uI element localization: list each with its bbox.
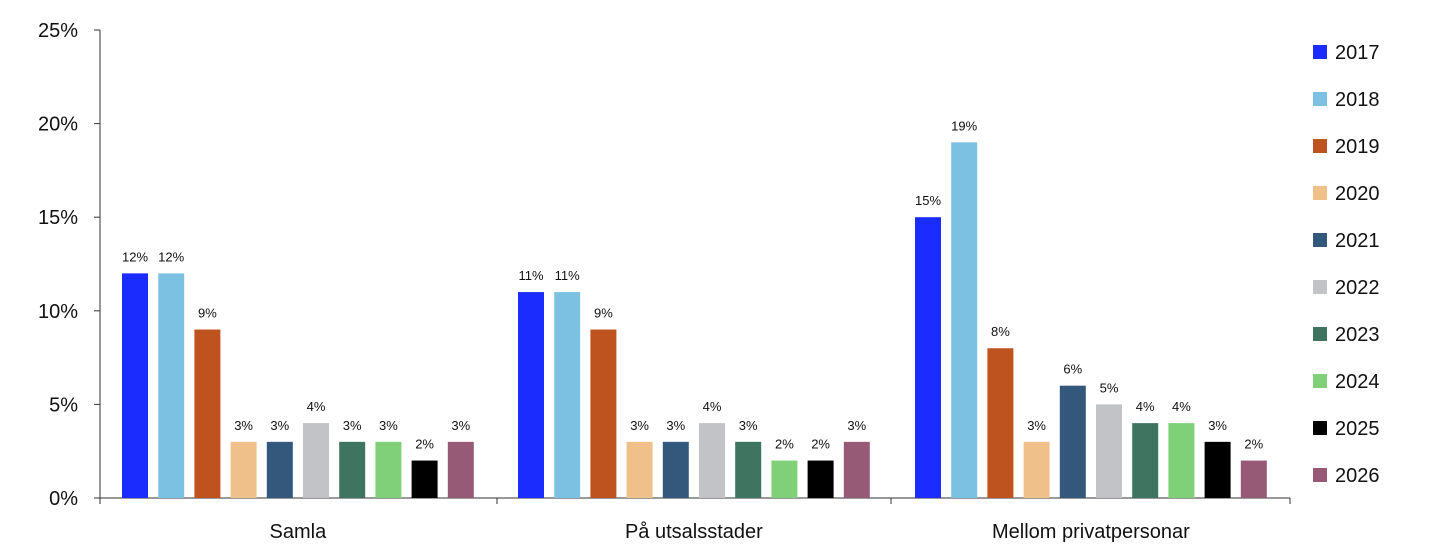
data-label: 3%: [451, 418, 470, 433]
data-label: 6%: [1063, 362, 1082, 377]
legend-swatch: [1313, 280, 1327, 294]
legend-label: 2018: [1335, 89, 1380, 111]
bar-2020-1: [626, 441, 653, 498]
y-tick-label: 20%: [38, 114, 78, 136]
legend-label: 2023: [1335, 324, 1380, 346]
legend-label: 2022: [1335, 277, 1380, 299]
bar-2022-1: [699, 423, 725, 498]
bar-2026-1: [843, 441, 870, 498]
y-tick-label: 15%: [38, 207, 78, 229]
data-label: 3%: [1208, 418, 1227, 433]
bar-2024-2: [1168, 423, 1195, 498]
bar-2020-0: [230, 441, 257, 498]
data-label: 4%: [1136, 399, 1155, 414]
data-label: 4%: [307, 399, 326, 414]
data-label: 2%: [415, 437, 434, 452]
legend-swatch: [1313, 45, 1327, 59]
bar-2024-0: [375, 441, 402, 498]
legend-swatch: [1313, 233, 1327, 247]
bar-2026-2: [1240, 460, 1267, 498]
bar-2021-2: [1059, 385, 1086, 498]
y-axis: 0% 5% 10% 15% 20% 25%: [38, 20, 101, 510]
data-label: 3%: [270, 418, 289, 433]
legend-swatch: [1313, 374, 1327, 388]
bar-2025-1: [807, 460, 834, 498]
bar-2018-2: [951, 142, 978, 498]
bar-2023-0: [339, 441, 366, 498]
data-label: 3%: [739, 418, 758, 433]
legend-label: 2025: [1335, 418, 1380, 440]
y-tick-label: 0%: [49, 488, 78, 510]
category-label: Samla: [270, 521, 328, 543]
legend-swatch: [1313, 421, 1327, 435]
y-tick-label: 25%: [38, 20, 78, 42]
bar-2018-0: [158, 273, 185, 498]
bar-2023-1: [735, 441, 762, 498]
data-label: 15%: [915, 193, 941, 208]
bar-2017-0: [122, 273, 148, 498]
legend-swatch: [1313, 327, 1327, 341]
x-axis: [99, 497, 1291, 504]
category-label: Mellom privatpersonar: [992, 521, 1190, 543]
data-label: 3%: [630, 418, 649, 433]
data-label: 3%: [1027, 418, 1046, 433]
bar-2023-2: [1132, 423, 1159, 498]
legend-swatch: [1313, 139, 1327, 153]
bar-2017-1: [518, 292, 544, 498]
data-label: 8%: [991, 324, 1010, 339]
legend-label: 2020: [1335, 183, 1380, 205]
data-label: 2%: [775, 437, 794, 452]
data-label: 3%: [666, 418, 685, 433]
bar-2020-2: [1023, 441, 1050, 498]
data-label: 19%: [951, 118, 977, 133]
legend-label: 2026: [1335, 465, 1380, 487]
bar-2025-2: [1204, 441, 1231, 498]
legend: 2017 2018 2019 2020 2021 2022 2023 2024 2025 2026: [1313, 42, 1380, 487]
legend-label: 2024: [1335, 371, 1380, 393]
bar-2018-1: [554, 292, 581, 498]
bar-2017-2: [915, 217, 941, 498]
bar-2022-2: [1096, 404, 1122, 498]
data-label: 12%: [122, 249, 148, 264]
legend-swatch: [1313, 92, 1327, 106]
data-label: 2%: [1244, 437, 1263, 452]
data-label: 11%: [518, 268, 543, 283]
data-label: 9%: [198, 306, 217, 321]
data-label: 12%: [158, 249, 184, 264]
data-label: 3%: [234, 418, 253, 433]
data-label: 3%: [847, 418, 866, 433]
bar-2019-2: [987, 348, 1014, 498]
bar-2024-1: [771, 460, 798, 498]
bar-2022-0: [303, 423, 329, 498]
data-label: 2%: [811, 437, 830, 452]
y-tick-label: 10%: [38, 301, 78, 323]
data-label: 4%: [703, 399, 722, 414]
data-label: 9%: [594, 306, 613, 321]
y-tick-label: 5%: [49, 394, 78, 416]
legend-label: 2021: [1335, 230, 1380, 252]
bars: 12% 12% 9% 3% 3% 4% 3% 3% 2% 3% Samla 11% 11% 9% 3% 3% 4…: [122, 118, 1267, 543]
bar-2019-0: [194, 329, 221, 498]
bar-2021-0: [266, 441, 293, 498]
data-label: 3%: [343, 418, 362, 433]
data-label: 3%: [379, 418, 398, 433]
bar-2021-1: [662, 441, 689, 498]
data-label: 5%: [1100, 380, 1119, 395]
bar-2019-1: [590, 329, 617, 498]
legend-swatch: [1313, 186, 1327, 200]
legend-label: 2019: [1335, 136, 1380, 158]
bar-2025-0: [411, 460, 438, 498]
data-label: 11%: [555, 268, 580, 283]
data-label: 4%: [1172, 399, 1191, 414]
bar-2026-0: [447, 441, 474, 498]
legend-swatch: [1313, 468, 1327, 482]
legend-label: 2017: [1335, 42, 1380, 64]
category-label: På utsalsstader: [625, 521, 763, 543]
